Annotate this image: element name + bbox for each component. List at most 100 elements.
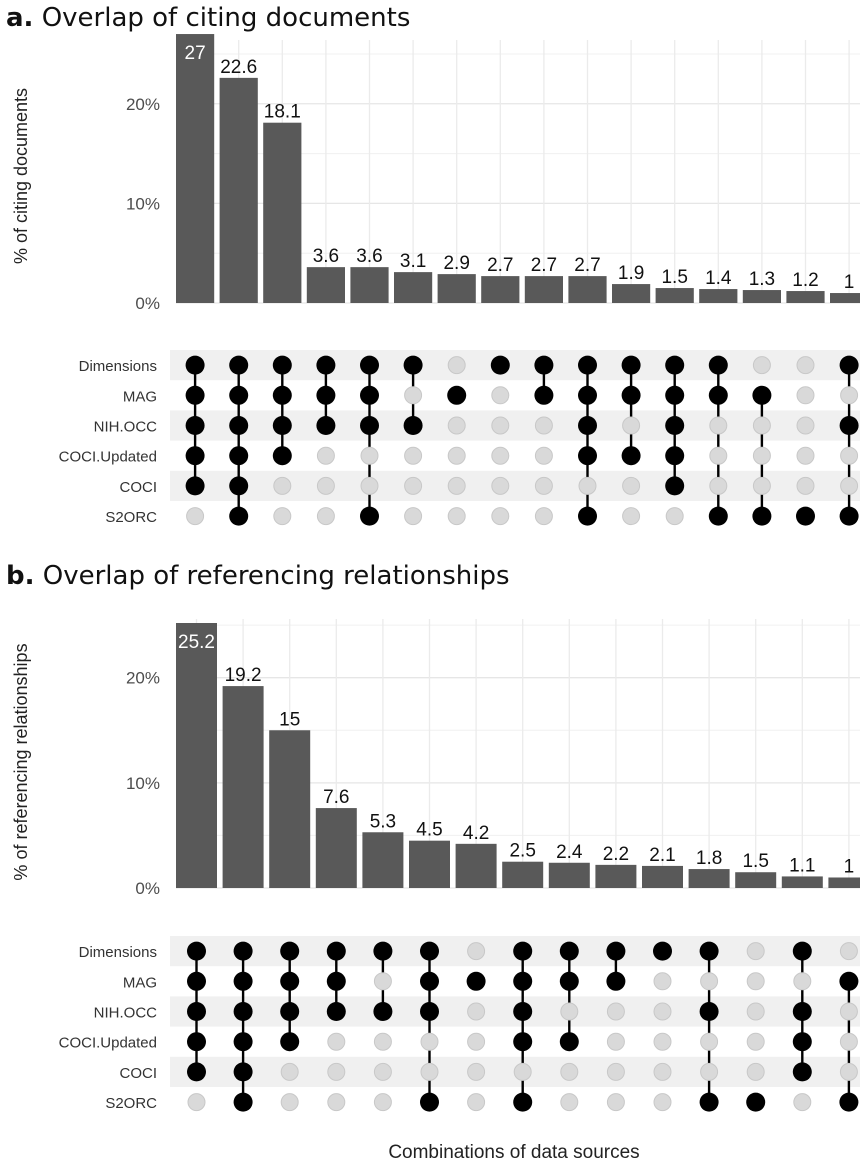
pb-matrix-dot-filled xyxy=(792,1002,812,1021)
pb-matrix-dot-empty xyxy=(653,1093,672,1112)
pa-matrix-dot-filled xyxy=(229,416,249,435)
pa-matrix-dot-filled xyxy=(796,506,815,526)
pa-bar-value-label: 3.1 xyxy=(400,251,426,272)
pb-matrix-dot-empty xyxy=(327,1093,346,1112)
pb-set-label: COCI xyxy=(120,1065,158,1082)
pa-matrix-dot-empty xyxy=(840,386,859,405)
pb-matrix-dot-filled xyxy=(792,1062,812,1082)
pb-matrix-dot-filled xyxy=(233,1032,253,1052)
pb-matrix-dot-filled xyxy=(559,971,579,991)
pb-matrix-dot-filled xyxy=(513,1032,533,1052)
pb-matrix-dot-filled xyxy=(839,971,859,991)
pa-matrix-dot-empty xyxy=(447,476,466,495)
pb-bar-value-label: 1.8 xyxy=(696,848,722,869)
pb-matrix-dot-empty xyxy=(839,1002,858,1021)
pa-matrix-dot-filled xyxy=(752,385,772,405)
pb-bar-value-label: 19.2 xyxy=(225,665,262,686)
pb-matrix-dot-filled xyxy=(792,941,812,961)
pa-matrix-dot-filled xyxy=(578,416,597,435)
pb-matrix-dot-empty xyxy=(327,1062,346,1081)
pa-matrix-dot-empty xyxy=(709,416,728,435)
pb-matrix-dot-filled xyxy=(233,1062,253,1082)
pa-bar-value-label: 2.7 xyxy=(487,255,513,276)
pa-set-label: S2ORC xyxy=(105,509,157,526)
pb-matrix-dot-filled xyxy=(559,941,579,961)
pb-set-label: Dimensions xyxy=(79,944,157,961)
pb-matrix-dot-empty xyxy=(373,1032,392,1051)
pa-matrix-dot-filled xyxy=(578,385,597,405)
pa-matrix-dot-empty xyxy=(404,507,423,526)
pb-bar-value-label: 1.1 xyxy=(789,855,815,876)
pb-bar-value-label: 4.5 xyxy=(416,820,442,841)
pb-bar-value-label: 2.5 xyxy=(509,841,535,862)
pb-y-tick-label: 0% xyxy=(135,879,160,898)
pa-matrix-dot-filled xyxy=(316,355,336,375)
pb-y-axis-label: % of referencing relationships xyxy=(11,643,31,880)
pa-matrix-dot-filled xyxy=(578,506,597,526)
pa-bar xyxy=(481,276,520,303)
pb-matrix-dot-filled xyxy=(559,1032,579,1052)
pb-bar-value-label: 2.2 xyxy=(603,844,629,865)
pa-matrix-dot-filled xyxy=(839,355,859,375)
pa-matrix-dot-filled xyxy=(708,506,728,526)
pb-matrix-dot-empty xyxy=(653,1002,672,1021)
pa-matrix-dot-filled xyxy=(185,385,205,405)
pb-matrix-dot-filled xyxy=(326,941,346,961)
panel-a-title: a. Overlap of citing documents xyxy=(6,3,410,33)
pb-matrix-dot-filled xyxy=(513,941,533,961)
pa-matrix-dot-filled xyxy=(839,506,859,526)
pa-y-axis-label: % of citing documents xyxy=(11,88,31,264)
pb-matrix-dot-filled xyxy=(746,1092,766,1112)
pb-matrix-dot-filled xyxy=(280,971,300,991)
x-axis-label: Combinations of data sources xyxy=(388,1142,639,1163)
pa-matrix-dot-filled xyxy=(534,355,554,375)
pa-bar-value-label: 2.7 xyxy=(531,255,557,276)
pb-bar xyxy=(269,730,311,888)
pb-matrix-dot-empty xyxy=(420,1032,439,1051)
pa-set-label: Dimensions xyxy=(79,358,157,375)
pb-set-label: MAG xyxy=(123,974,157,991)
panel-b-title: b. Overlap of referencing relationships xyxy=(6,561,510,591)
pa-bar-value-label: 3.6 xyxy=(313,246,339,267)
pa-matrix-dot-filled xyxy=(665,416,685,435)
pb-matrix-dot-empty xyxy=(793,972,812,991)
pa-matrix-dot-filled xyxy=(316,416,336,435)
pa-bar-value-label: 27 xyxy=(185,43,206,64)
pb-matrix-dot-filled xyxy=(513,971,533,991)
pb-y-tick-label: 10% xyxy=(126,774,160,793)
pa-matrix-dot-empty xyxy=(796,386,815,405)
pa-matrix-dot-filled xyxy=(229,355,249,375)
pb-matrix-dot-empty xyxy=(280,1062,299,1081)
pa-matrix-dot-empty xyxy=(404,476,423,495)
pb-matrix-dot-filled xyxy=(280,1032,300,1052)
pb-matrix-dot-empty xyxy=(746,972,765,991)
pb-set-label: COCI.Updated xyxy=(59,1035,157,1052)
pb-matrix-dot-filled xyxy=(792,1032,812,1052)
pa-matrix-dot-empty xyxy=(447,416,466,435)
pb-matrix-dot-empty xyxy=(467,1002,486,1021)
pb-matrix-dot-filled xyxy=(420,1092,439,1112)
pa-matrix-dot-filled xyxy=(621,385,641,405)
pa-matrix-dot-filled xyxy=(708,355,728,375)
pa-bar xyxy=(830,293,860,303)
pb-matrix-dot-filled xyxy=(420,1002,439,1021)
pb-matrix-dot-filled xyxy=(187,1002,206,1021)
pa-matrix-dot-empty xyxy=(752,356,771,375)
pb-bar-value-label: 1.5 xyxy=(742,851,768,872)
pa-matrix-dot-filled xyxy=(185,416,205,435)
pa-matrix-dot-empty xyxy=(447,356,466,375)
pb-matrix-dot-empty xyxy=(839,1062,858,1081)
pa-matrix-dot-empty xyxy=(534,507,553,526)
pb-matrix-dot-empty xyxy=(700,1062,719,1081)
pa-bar-value-label: 1.5 xyxy=(661,267,687,288)
pa-matrix-dot-empty xyxy=(360,446,379,465)
pb-matrix-dot-empty xyxy=(513,1062,532,1081)
pb-matrix-dot-filled xyxy=(233,1002,253,1021)
pb-bar xyxy=(315,808,357,888)
pa-matrix-dot-empty xyxy=(316,476,335,495)
pb-matrix-dot-empty xyxy=(373,1093,392,1112)
pb-matrix-dot-filled xyxy=(420,971,439,991)
pa-bar xyxy=(219,77,258,303)
pa-y-tick-label: 10% xyxy=(126,194,160,213)
